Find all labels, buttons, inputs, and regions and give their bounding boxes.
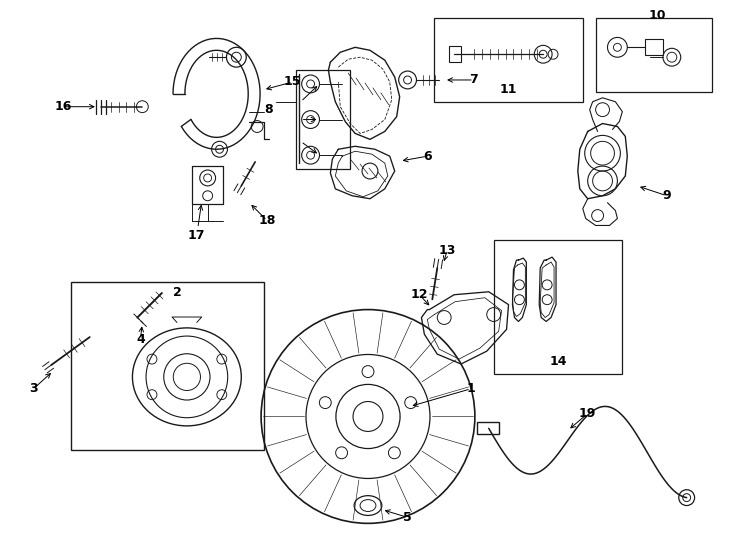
- Text: 13: 13: [438, 244, 456, 256]
- Bar: [494, 240, 622, 374]
- Text: 11: 11: [500, 83, 517, 96]
- Text: 7: 7: [470, 73, 479, 86]
- Text: 14: 14: [549, 355, 567, 368]
- Text: 15: 15: [284, 76, 302, 89]
- Text: 6: 6: [423, 150, 432, 163]
- Text: 9: 9: [663, 190, 671, 202]
- Text: 5: 5: [403, 511, 412, 524]
- Text: 17: 17: [188, 229, 206, 242]
- Text: 18: 18: [258, 214, 276, 227]
- Text: 12: 12: [411, 288, 428, 301]
- Bar: [477, 422, 498, 434]
- Bar: [645, 39, 663, 55]
- Text: 1: 1: [467, 382, 476, 395]
- Text: 19: 19: [579, 407, 597, 420]
- Text: 3: 3: [29, 382, 37, 395]
- Text: 2: 2: [172, 286, 181, 299]
- Text: 10: 10: [648, 9, 666, 22]
- Bar: [71, 282, 264, 450]
- Text: 8: 8: [265, 103, 273, 116]
- Bar: [595, 18, 713, 92]
- Bar: [435, 18, 583, 102]
- Text: 16: 16: [54, 100, 72, 113]
- Bar: [449, 46, 461, 62]
- Bar: [296, 70, 350, 169]
- Text: 4: 4: [136, 333, 145, 346]
